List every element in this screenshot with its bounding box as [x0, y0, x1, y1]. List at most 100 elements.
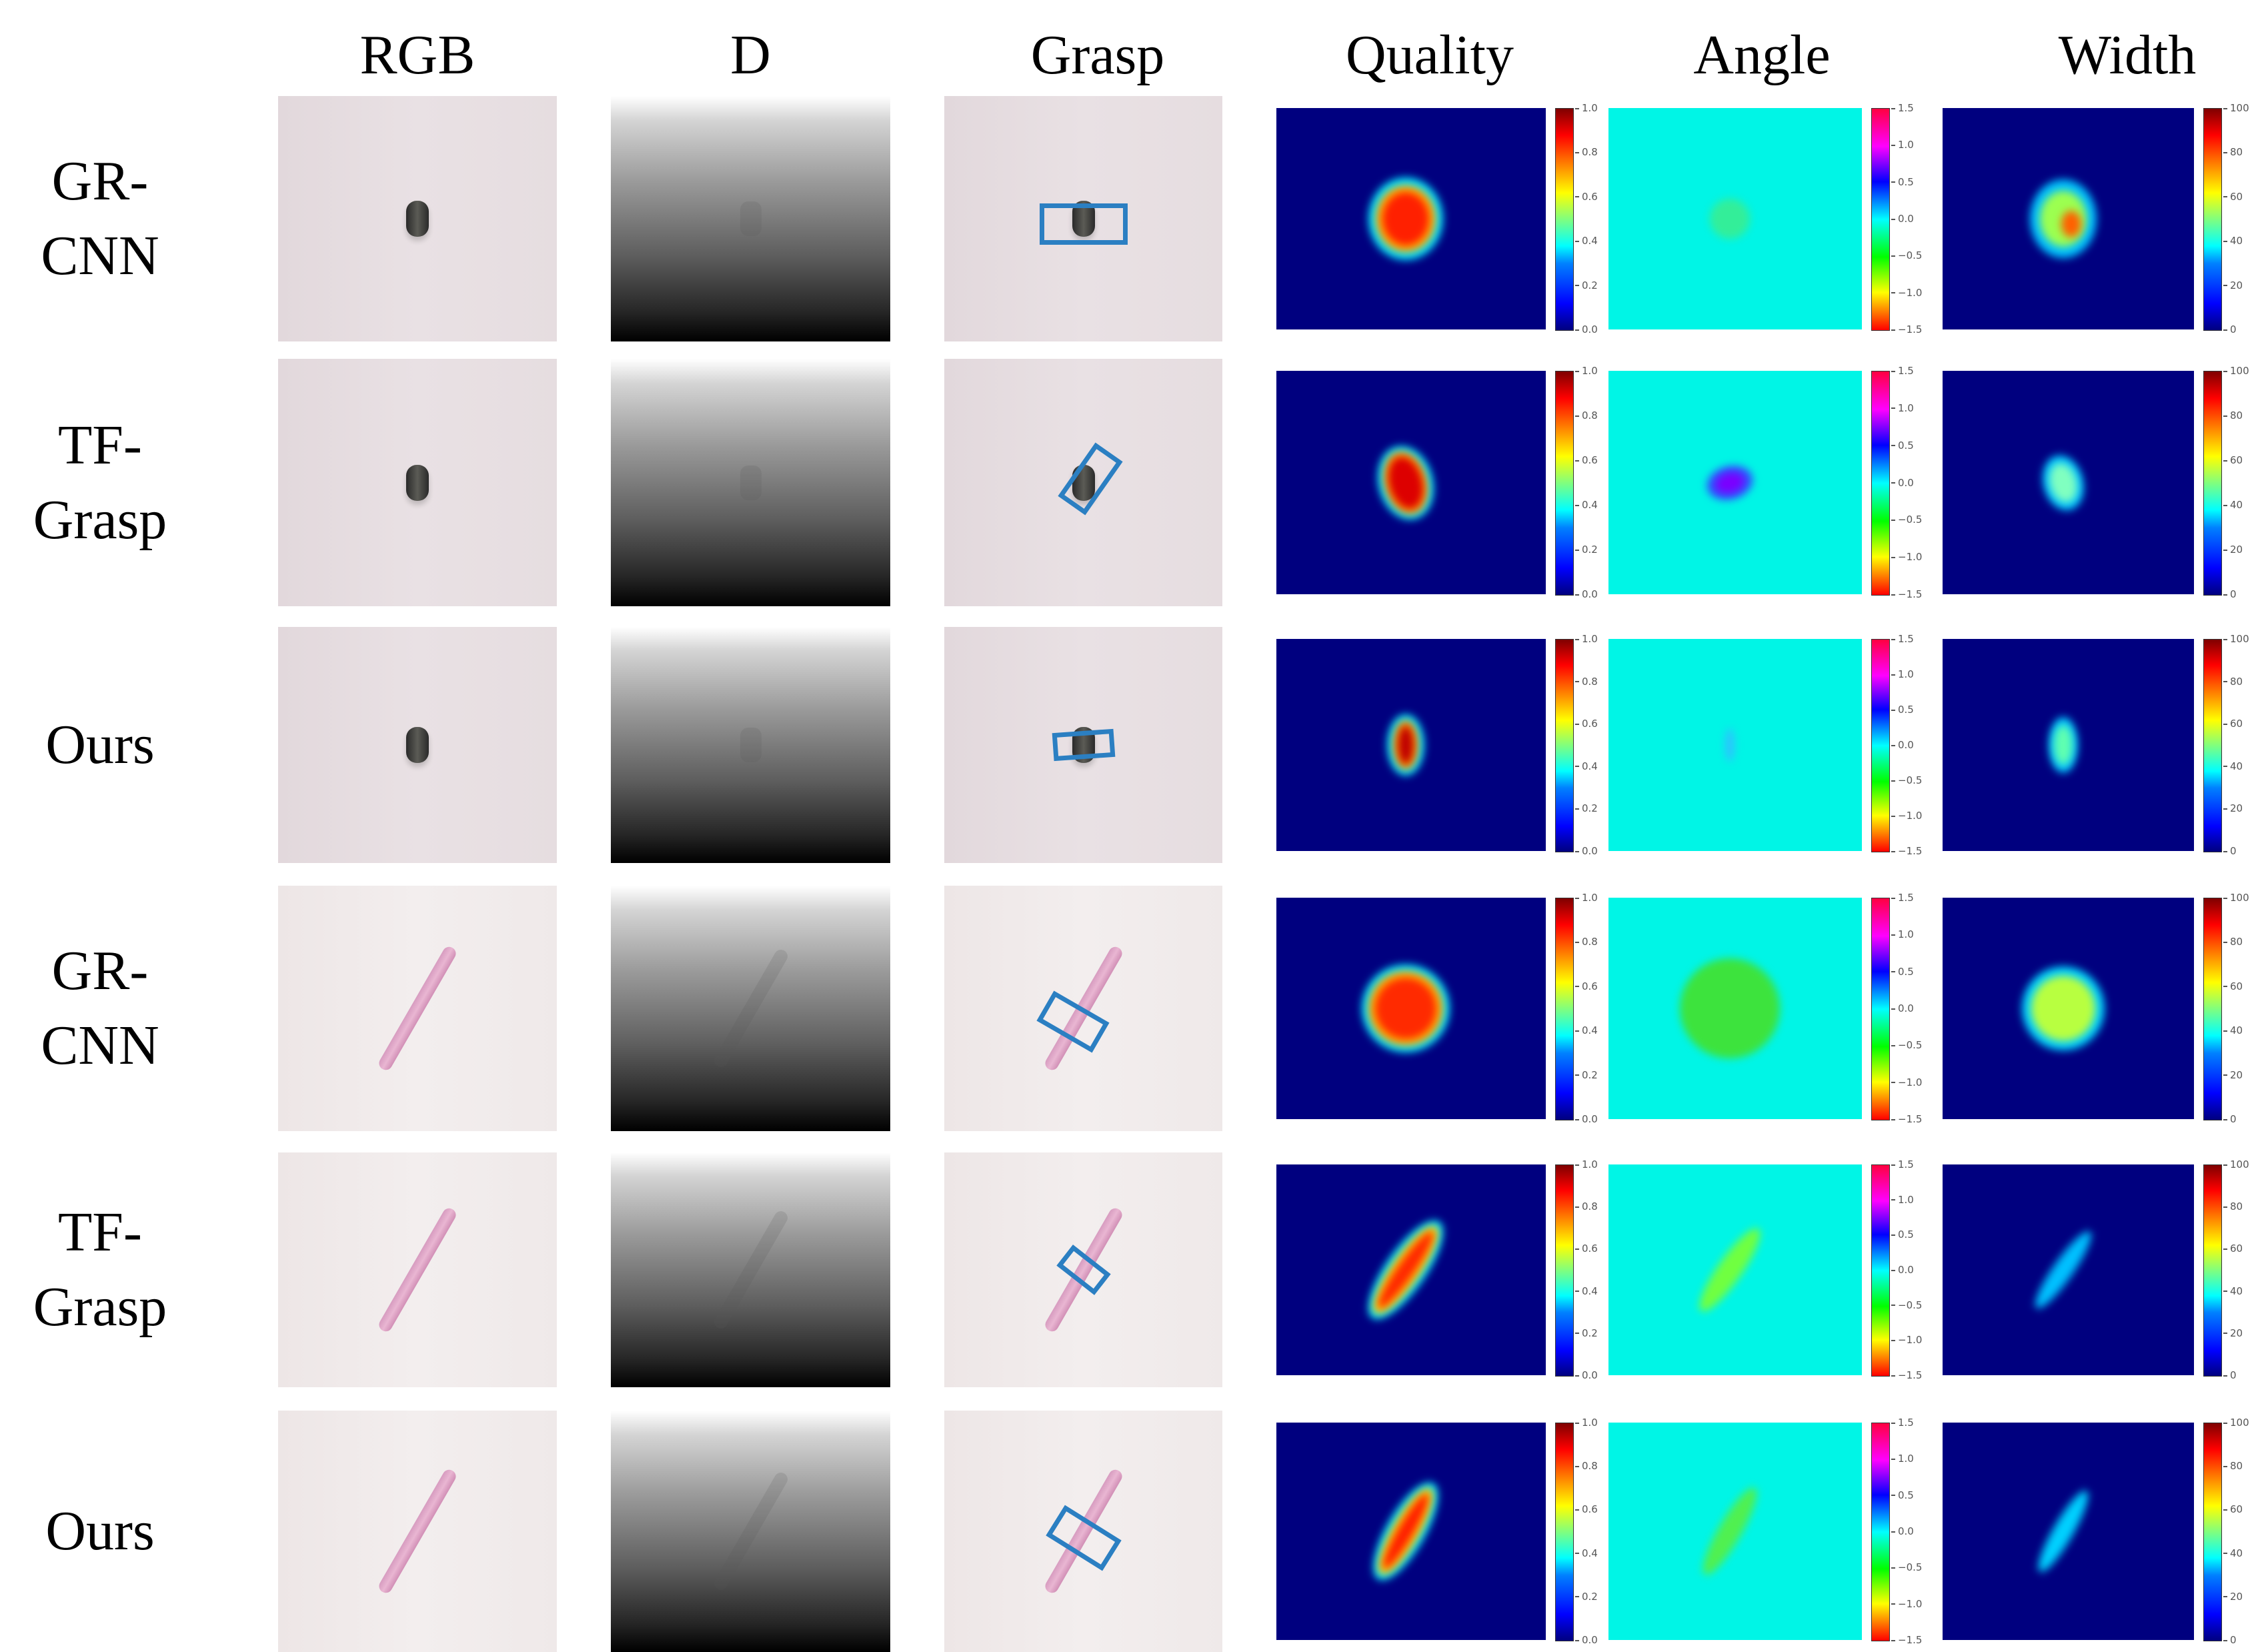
width-heatmap [1943, 1164, 2194, 1375]
colorbar-tick-label: 0.2 [1575, 1327, 1598, 1339]
angle-blob [1680, 958, 1780, 1058]
colorbar-tick-label: 40 [2223, 1024, 2243, 1036]
colorbar-tick-label: 0.5 [1891, 176, 1914, 188]
colorbar-tick-label: 0.0 [1891, 1525, 1914, 1537]
colorbar-tick-label: −0.5 [1891, 1299, 1922, 1311]
row-label-line2: Grasp [33, 488, 167, 551]
colorbar-tick-label: 1.0 [1575, 1417, 1598, 1429]
width-heatmap [1943, 108, 2194, 329]
rgb-image [278, 627, 557, 863]
angle-heatmap [1608, 108, 1862, 329]
width-colorbar [2203, 1164, 2222, 1377]
colorbar-tick-label: 1.5 [1891, 365, 1914, 377]
colorbar-tick-label: −1.5 [1891, 1369, 1922, 1381]
quality-colorbar [1555, 639, 1574, 852]
colorbar-tick-label: −0.5 [1891, 249, 1922, 261]
colorbar-tick-label: −0.5 [1891, 1039, 1922, 1051]
colorbar-tick-label: 60 [2223, 1503, 2243, 1515]
angle-blob [1725, 728, 1735, 762]
colorbar-tick-label: −1.0 [1891, 810, 1922, 822]
colorbar-tick-label: 1.0 [1891, 668, 1914, 680]
row-label: GR- CNN [0, 886, 200, 1131]
colorbar-tick-label: 0.8 [1575, 146, 1598, 158]
colorbar-tick-label: −1.5 [1891, 1113, 1922, 1125]
cylinder-object [406, 464, 429, 501]
colorbar-tick-label: 1.0 [1575, 633, 1598, 645]
colorbar-tick-label: 1.0 [1891, 1453, 1914, 1465]
colorbar-tick-label: −0.5 [1891, 514, 1922, 526]
column-header-rgb: RGB [359, 24, 475, 86]
depth-object-shadow [740, 465, 762, 500]
rgb-image [278, 886, 557, 1131]
width-blob [2053, 725, 2073, 765]
colorbar-tick-label: −1.0 [1891, 1076, 1922, 1088]
cylinder-object [1072, 464, 1095, 501]
colorbar-tick-label: 60 [2223, 1243, 2243, 1255]
colorbar-tick-label: 1.0 [1891, 139, 1914, 151]
quality-heatmap [1276, 1164, 1546, 1375]
column-header-angle: Angle [1693, 24, 1831, 86]
width-colorbar [2203, 1423, 2222, 1641]
colorbar-tick-label: −1.0 [1891, 551, 1922, 563]
colorbar-tick-label: 40 [2223, 1285, 2243, 1297]
colorbar-tick-label: 0.8 [1575, 676, 1598, 688]
depth-image [611, 1411, 890, 1652]
width-blob [2031, 1485, 2095, 1577]
colorbar-tick-label: 20 [2223, 544, 2243, 556]
width-heatmap [1943, 1423, 2194, 1640]
angle-colorbar [1871, 108, 1890, 331]
colorbar-tick-label: 40 [2223, 760, 2243, 772]
colorbar-tick-label: 0.0 [1891, 739, 1914, 751]
pen-object [376, 944, 459, 1072]
colorbar-tick-label: 100 [2223, 1417, 2249, 1429]
colorbar-tick-label: 1.5 [1891, 892, 1914, 904]
width-blob [2028, 1226, 2098, 1314]
angle-colorbar [1871, 1423, 1890, 1641]
pen-object [376, 1467, 459, 1595]
row-label: TF- Grasp [0, 1152, 200, 1387]
width-blob [2031, 976, 2095, 1041]
colorbar-tick-label: 0.4 [1575, 235, 1598, 247]
colorbar-tick-label: 0.6 [1575, 1503, 1598, 1515]
angle-heatmap [1608, 1423, 1862, 1640]
colorbar-tick-label: 40 [2223, 235, 2243, 247]
quality-colorbar [1555, 108, 1574, 331]
grasp-image [944, 359, 1222, 606]
quality-heatmap [1276, 371, 1546, 594]
colorbar-tick-label: 60 [2223, 454, 2243, 466]
colorbar-tick-label: 1.0 [1891, 928, 1914, 940]
depth-image [611, 886, 890, 1131]
grasp-rectangle [1057, 442, 1123, 515]
row-label-line1: TF- [58, 1201, 142, 1263]
depth-image [611, 96, 890, 341]
column-header-quality: Quality [1346, 24, 1514, 86]
colorbar-tick-label: 0.5 [1891, 440, 1914, 452]
angle-colorbar [1871, 639, 1890, 852]
colorbar-tick-label: 0 [2223, 1369, 2237, 1381]
colorbar-tick-label: 0.8 [1575, 936, 1598, 948]
rgb-image [278, 96, 557, 341]
colorbar-tick-label: 0.4 [1575, 499, 1598, 511]
angle-blob [1695, 1482, 1765, 1581]
quality-blob [1382, 192, 1429, 245]
angle-heatmap [1608, 898, 1862, 1119]
colorbar-tick-label: 0.4 [1575, 1547, 1598, 1559]
colorbar-tick-label: 60 [2223, 980, 2243, 992]
colorbar-tick-label: 1.0 [1575, 365, 1598, 377]
depth-object-shadow [740, 728, 762, 762]
quality-heatmap [1276, 1423, 1546, 1640]
colorbar-tick-label: 0.2 [1575, 1591, 1598, 1603]
column-header-depth: D [730, 24, 771, 86]
grasp-image [944, 1411, 1222, 1652]
colorbar-tick-label: 0.2 [1575, 1069, 1598, 1081]
colorbar-tick-label: 20 [2223, 279, 2243, 291]
column-header-width: Width [2058, 24, 2197, 86]
angle-heatmap [1608, 371, 1862, 594]
colorbar-tick-label: 0.8 [1575, 1200, 1598, 1212]
colorbar-tick-label: −0.5 [1891, 774, 1922, 786]
colorbar-tick-label: 100 [2223, 633, 2249, 645]
colorbar-tick-label: 0.5 [1891, 966, 1914, 978]
depth-image [611, 627, 890, 863]
colorbar-tick-label: 60 [2223, 718, 2243, 730]
